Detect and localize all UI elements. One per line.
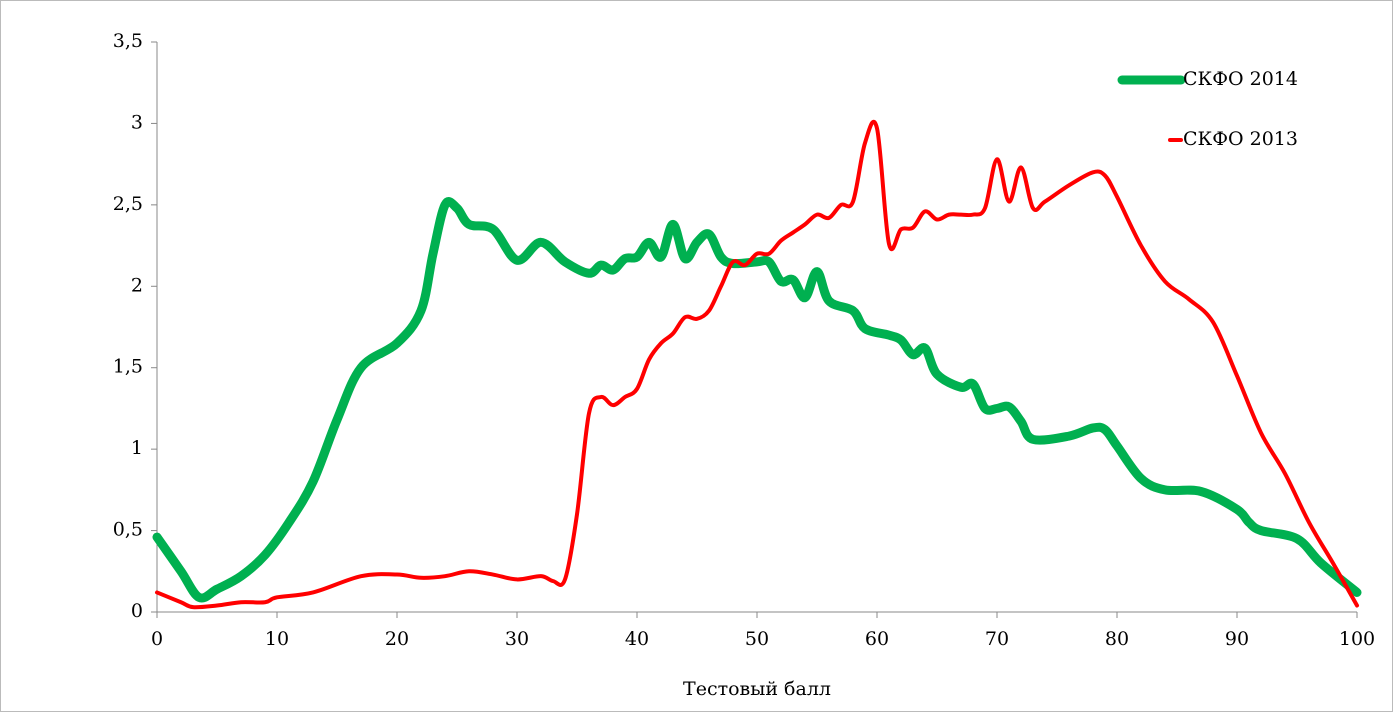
x-tick-label: 80	[1105, 628, 1129, 650]
x-tick-label: 50	[745, 628, 769, 650]
x-tick-label: 0	[151, 628, 163, 650]
series-line	[152, 197, 1362, 603]
x-tick-label: 40	[625, 628, 649, 650]
x-tick-label: 10	[265, 628, 289, 650]
x-tick-label: 20	[385, 628, 409, 650]
legend-label: СКФО 2013	[1183, 128, 1298, 150]
x-tick-label: 30	[505, 628, 529, 650]
y-tick-label: 3,5	[113, 30, 143, 52]
y-tick-label: 2	[131, 274, 143, 296]
series-line	[155, 119, 1359, 610]
x-axis-label: Тестовый балл	[683, 678, 831, 700]
y-tick-label: 2,5	[113, 193, 143, 215]
x-tick-label: 60	[865, 628, 889, 650]
y-tick-label: 0	[131, 600, 143, 622]
x-tick-label: 90	[1225, 628, 1249, 650]
x-tick-label: 70	[985, 628, 1009, 650]
x-tick-label: 100	[1339, 628, 1375, 650]
y-tick-label: 1,5	[113, 356, 143, 378]
y-tick-label: 0,5	[113, 519, 143, 541]
y-tick-label: 3	[131, 111, 143, 133]
legend-label: СКФО 2014	[1183, 68, 1298, 90]
y-tick-label: 1	[131, 437, 143, 459]
